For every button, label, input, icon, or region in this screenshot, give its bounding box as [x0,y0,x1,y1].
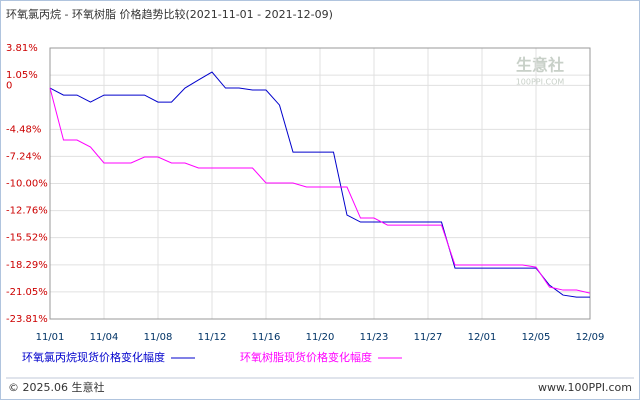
y-tick-label: -4.48% [6,124,41,135]
chart-title: 环氧氯丙烷 - 环氧树脂 价格趋势比较(2021-11-01 - 2021-12… [6,7,333,21]
y-tick-label: -23.81% [6,314,48,325]
footer-right: www.100PPI.com [538,381,632,394]
x-tick-label: 12/01 [468,332,497,343]
x-tick-label: 11/16 [252,332,281,343]
y-tick-label: -15.52% [6,233,48,244]
x-tick-label: 11/27 [414,332,443,343]
series-line [49,71,590,298]
watermark: 生意社 [516,56,564,75]
x-tick-label: 11/23 [360,332,389,343]
legend-label: 环氧树脂现货价格变化幅度 [240,350,372,364]
x-tick-label: 11/12 [198,332,227,343]
x-tick-label: 12/09 [576,332,605,343]
x-tick-label: 11/04 [90,332,119,343]
x-tick-label: 11/08 [144,332,173,343]
y-tick-label: -18.29% [6,260,48,271]
y-tick-label: -21.05% [6,287,48,298]
footer-left: © 2025.06 生意社 [8,380,104,394]
y-tick-label: 1.05% [6,70,38,81]
x-tick-label: 12/05 [522,332,551,343]
series-line [49,87,591,294]
legend-label: 环氧氯丙烷现货价格变化幅度 [22,350,165,364]
x-tick-label: 11/20 [306,332,335,343]
y-tick-label: 3.81% [6,43,38,54]
watermark-sub: 100PPI.COM [516,78,565,87]
plot-area [49,47,591,320]
y-tick-label: -7.24% [6,151,41,162]
y-tick-label: -10.00% [6,179,48,190]
y-tick-label: 0 [6,80,12,91]
y-tick-label: -12.76% [6,206,48,217]
x-tick-label: 11/01 [36,332,65,343]
